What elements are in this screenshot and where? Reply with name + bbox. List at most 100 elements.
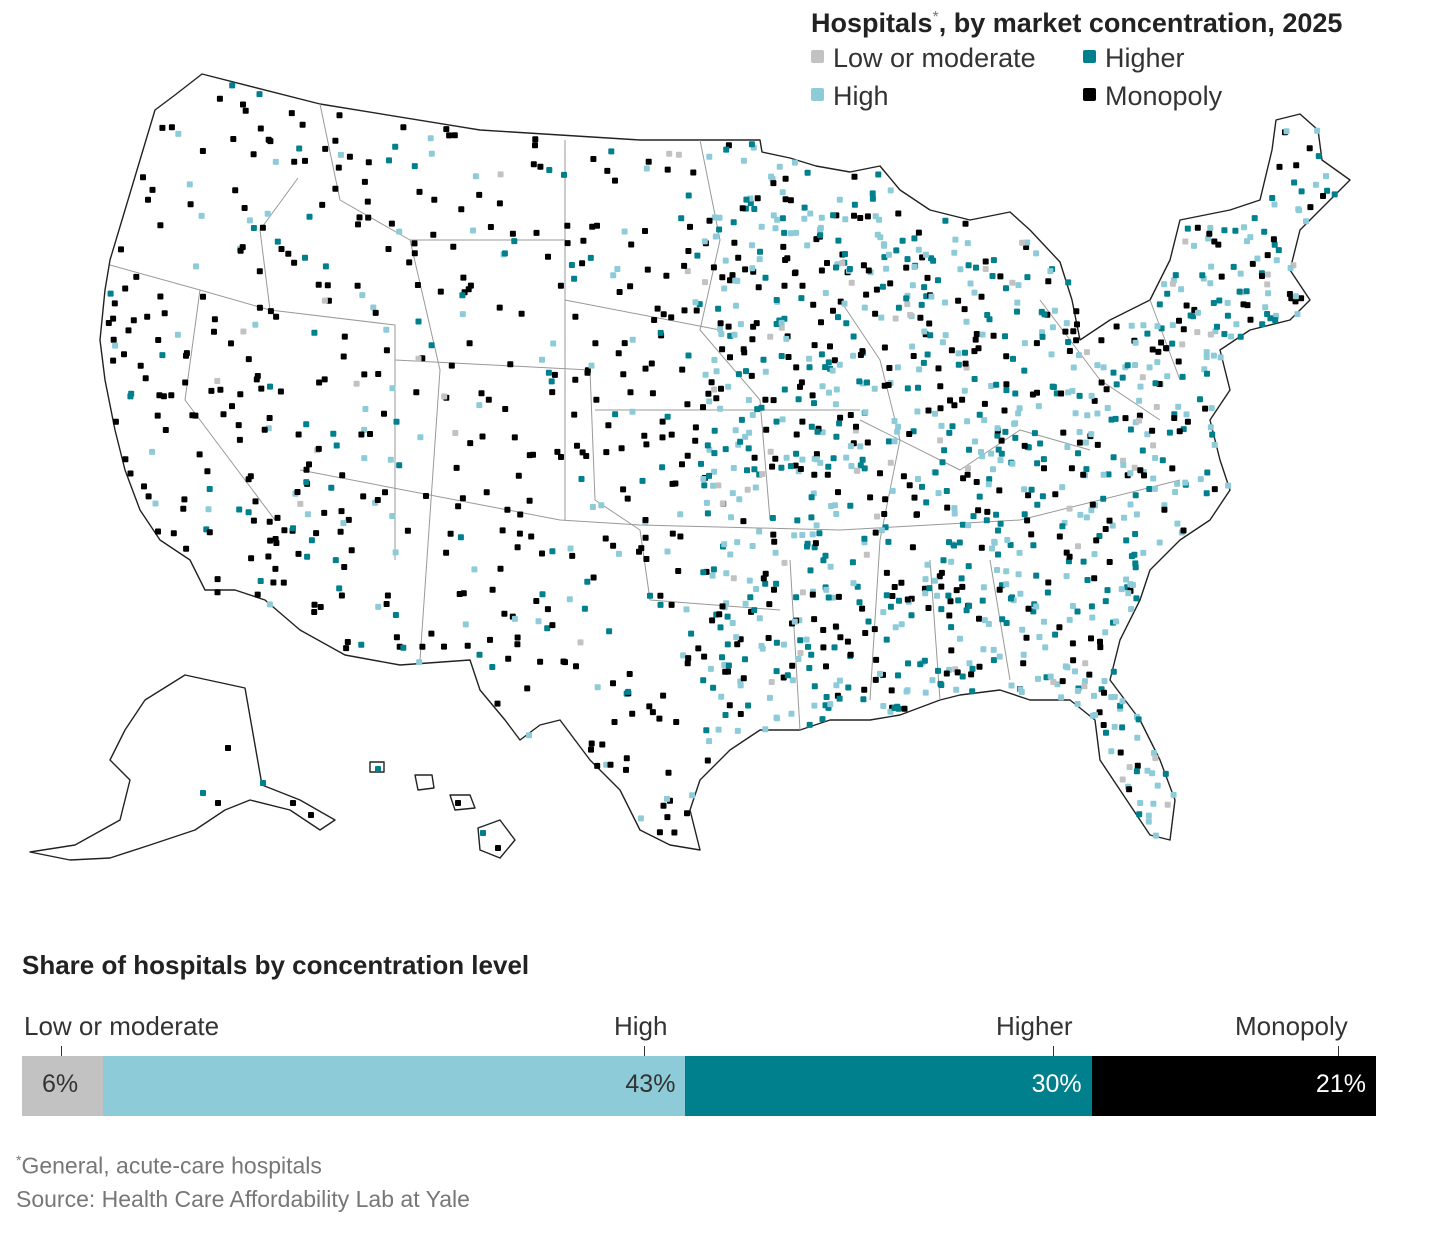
hospital-dot: [938, 606, 945, 613]
hospital-dot: [762, 726, 769, 733]
hospital-dot: [328, 484, 335, 491]
hospital-dot: [827, 343, 833, 350]
hospital-dot: [466, 340, 473, 347]
hospital-dot: [341, 333, 348, 340]
hospital-dot: [1182, 479, 1189, 486]
hospital-dot: [943, 488, 950, 494]
hospital-dot: [755, 284, 762, 291]
hospital-dot: [1132, 492, 1139, 499]
hospital-dot: [989, 273, 996, 279]
hospital-dot: [590, 156, 597, 162]
share-segment-monopoly: 21%: [1091, 1056, 1376, 1116]
hospital-dot: [811, 400, 817, 407]
hospital-dot: [460, 590, 467, 597]
hospital-dot: [782, 175, 789, 182]
hospital-dot: [572, 376, 579, 383]
hospital-dot: [849, 559, 856, 566]
hospital-dot: [657, 329, 664, 336]
hospital-dot: [751, 607, 758, 614]
hospital-dot: [572, 313, 579, 320]
hospital-dot: [778, 464, 785, 471]
hospital-dot: [668, 314, 675, 321]
hospital-dot: [215, 800, 221, 806]
hospital-dot: [981, 417, 988, 424]
hospital-dot: [1091, 575, 1098, 582]
hospital-dot: [985, 481, 992, 488]
hospital-dot: [915, 384, 921, 391]
hospital-dot: [801, 204, 808, 211]
hospital-dot: [389, 513, 396, 519]
hospital-dot: [646, 703, 653, 710]
hospital-dot: [684, 401, 691, 408]
hospital-dot: [942, 217, 949, 224]
hospital-dot: [914, 511, 920, 518]
hawaii-oahu: [414, 774, 435, 791]
hospital-dot: [355, 221, 361, 228]
hospital-dot: [1132, 560, 1139, 567]
hospital-dot: [921, 284, 928, 291]
hospital-dot: [1028, 531, 1035, 538]
hospital-dot: [375, 766, 381, 772]
hospital-dot: [823, 694, 830, 700]
legend-swatch-higher: [1083, 50, 1096, 64]
hospital-dot: [569, 552, 576, 559]
hospital-dot: [1270, 236, 1277, 243]
hospital-dot: [711, 357, 718, 363]
hospital-dot: [416, 188, 423, 195]
hospital-dot: [797, 466, 804, 472]
hospital-dot: [332, 185, 339, 192]
hospital-dot: [1139, 447, 1146, 454]
hospital-dot: [1208, 405, 1215, 412]
hospital-dot: [259, 224, 266, 231]
hospital-dot: [891, 418, 898, 424]
hospital-dot: [685, 192, 692, 199]
hospital-dot: [344, 639, 351, 645]
hospital-dot: [1003, 381, 1010, 388]
hospital-dot: [927, 332, 934, 339]
hospital-dot: [495, 845, 501, 851]
hospital-dot: [1208, 263, 1215, 270]
hospital-dot: [1012, 420, 1019, 427]
hospital-dot: [1135, 716, 1142, 723]
hospital-dot: [316, 379, 323, 386]
hospital-dot: [817, 232, 824, 239]
hospital-dot: [571, 411, 578, 418]
hospital-dot: [130, 317, 137, 324]
hospital-dot: [549, 622, 556, 629]
hospital-dot: [978, 293, 985, 300]
hospital-dot: [801, 215, 808, 222]
hospital-dot: [1119, 698, 1126, 705]
hospital-dot: [673, 719, 680, 725]
hospital-dot: [1129, 582, 1136, 588]
hospital-dot: [1066, 348, 1073, 354]
hospital-dot: [895, 423, 902, 430]
hospital-dot: [1298, 188, 1305, 195]
hospital-dot: [754, 195, 761, 202]
hospital-dot: [348, 547, 355, 554]
hospital-dot: [1023, 634, 1030, 641]
hospital-dot: [145, 196, 151, 203]
hospital-dot: [742, 266, 749, 273]
hospital-dot: [973, 479, 980, 485]
hospital-dot: [813, 522, 820, 529]
hospital-dot: [528, 533, 535, 540]
hospital-dot: [1066, 616, 1073, 623]
hospital-dot: [1146, 486, 1153, 492]
hospital-dot: [659, 418, 666, 425]
hospital-dot: [530, 161, 537, 168]
hospital-dot: [1009, 279, 1016, 286]
hospital-dot: [982, 258, 989, 265]
hospital-dot: [428, 150, 435, 157]
hospital-dot: [443, 126, 450, 133]
hospital-dot: [771, 538, 778, 545]
hospital-dot: [608, 148, 615, 155]
hospital-dot: [375, 603, 382, 610]
hospital-dot: [336, 585, 343, 592]
hospital-dot: [811, 471, 818, 478]
hospital-dot: [1101, 689, 1107, 696]
hospital-dot: [1041, 618, 1047, 625]
hospital-dot: [133, 273, 140, 280]
hospital-dot: [396, 228, 403, 235]
hospital-dot: [793, 594, 800, 601]
hospital-dot: [955, 297, 962, 304]
